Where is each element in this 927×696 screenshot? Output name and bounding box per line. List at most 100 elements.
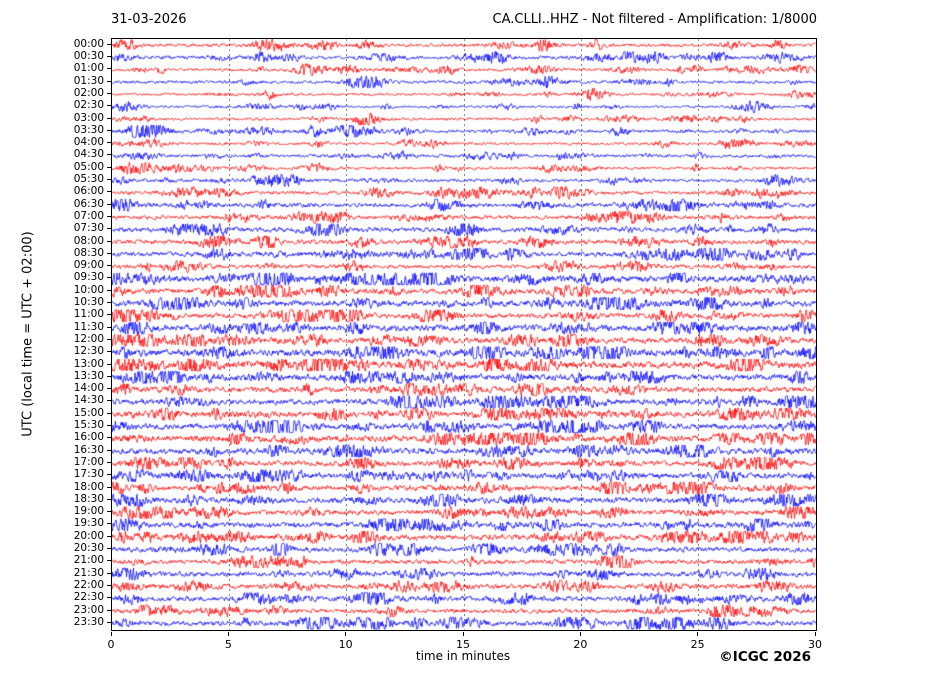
y-tick-label: 16:30	[73, 443, 104, 456]
chart-date-title: 31-03-2026	[111, 12, 187, 27]
y-tick-mark	[107, 597, 111, 599]
y-tick-label: 06:00	[73, 185, 104, 198]
y-tick-mark	[107, 289, 111, 291]
y-tick-label: 21:30	[73, 566, 104, 579]
y-tick-label: 18:00	[73, 480, 104, 493]
y-tick-label: 00:30	[73, 50, 104, 62]
x-tick-mark	[579, 632, 581, 636]
y-tick-mark	[107, 498, 111, 500]
y-tick-mark	[107, 154, 111, 156]
y-tick-mark	[107, 252, 111, 254]
y-tick-mark	[107, 265, 111, 267]
y-tick-label: 01:00	[73, 62, 104, 75]
y-tick-label: 02:30	[73, 99, 104, 112]
y-tick-mark	[107, 609, 111, 611]
y-tick-label: 13:30	[73, 369, 104, 382]
y-tick-mark	[107, 43, 111, 45]
y-tick-mark	[107, 523, 111, 525]
y-tick-mark	[107, 117, 111, 119]
y-tick-label: 12:30	[73, 345, 104, 358]
y-tick-mark	[107, 314, 111, 316]
y-tick-mark	[107, 375, 111, 377]
x-tick-mark	[697, 632, 699, 636]
y-tick-label: 16:00	[73, 431, 104, 444]
x-tick-label: 15	[456, 638, 470, 651]
y-tick-mark	[107, 215, 111, 217]
y-tick-label: 13:00	[73, 357, 104, 370]
y-tick-label: 06:30	[73, 197, 104, 210]
x-tick-mark	[110, 632, 112, 636]
x-tick-label: 25	[690, 638, 705, 651]
y-tick-label: 03:30	[73, 123, 104, 136]
y-axis-label: UTC (local time = UTC + 02:00)	[20, 231, 36, 437]
x-tick-label: 5	[224, 638, 232, 651]
y-tick-mark	[107, 277, 111, 279]
y-tick-mark	[107, 228, 111, 230]
x-tick-label: 0	[107, 638, 115, 651]
y-tick-mark	[107, 203, 111, 205]
seismogram-canvas	[112, 39, 816, 630]
y-tick-label: 15:00	[73, 406, 104, 419]
y-tick-label: 04:00	[73, 136, 104, 149]
y-tick-mark	[107, 105, 111, 107]
y-tick-label: 23:30	[73, 615, 104, 628]
x-axis-label: time in minutes	[415, 649, 511, 663]
y-tick-label: 03:00	[73, 111, 104, 124]
y-tick-label: 05:00	[73, 160, 104, 173]
y-tick-mark	[107, 437, 111, 439]
y-tick-mark	[107, 142, 111, 144]
y-tick-mark	[107, 166, 111, 168]
copyright-label: ©ICGC 2026	[719, 649, 811, 665]
y-tick-label: 20:00	[73, 529, 104, 542]
y-tick-label: 09:30	[73, 271, 104, 284]
y-tick-mark	[107, 68, 111, 70]
y-tick-label: 05:30	[73, 173, 104, 185]
y-tick-mark	[107, 351, 111, 353]
y-tick-label: 21:00	[73, 554, 104, 567]
x-tick-mark	[227, 632, 229, 636]
y-tick-mark	[107, 486, 111, 488]
y-tick-mark	[107, 302, 111, 303]
y-tick-label: 14:30	[73, 394, 104, 407]
y-tick-label: 19:30	[73, 517, 104, 530]
y-tick-mark	[107, 240, 111, 242]
x-tick-mark	[345, 632, 347, 636]
y-tick-mark	[107, 548, 111, 549]
x-tick-mark	[814, 632, 816, 636]
y-tick-mark	[107, 400, 111, 402]
y-tick-mark	[107, 80, 111, 82]
y-tick-label: 04:30	[73, 148, 104, 161]
x-tick-label: 20	[573, 638, 588, 651]
x-tick-mark	[462, 632, 464, 636]
y-tick-label: 11:00	[73, 308, 104, 321]
y-tick-mark	[107, 461, 111, 463]
y-tick-mark	[107, 425, 111, 426]
y-tick-mark	[107, 511, 111, 513]
y-tick-label: 19:00	[73, 505, 104, 518]
y-tick-mark	[107, 129, 111, 131]
y-tick-mark	[107, 572, 111, 574]
y-tick-mark	[107, 584, 111, 586]
y-tick-label: 00:00	[73, 37, 104, 50]
y-tick-mark	[107, 621, 111, 623]
y-tick-mark	[107, 92, 111, 94]
plot-area	[111, 38, 817, 631]
y-tick-label: 10:30	[73, 296, 104, 308]
y-tick-label: 10:00	[73, 283, 104, 296]
y-tick-label: 02:00	[73, 86, 104, 99]
y-tick-label: 22:00	[73, 578, 104, 591]
y-tick-label: 15:30	[73, 419, 104, 431]
y-tick-mark	[107, 535, 111, 537]
y-tick-label: 20:30	[73, 542, 104, 554]
y-tick-mark	[107, 191, 111, 193]
y-tick-label: 23:00	[73, 603, 104, 616]
y-tick-label: 18:30	[73, 492, 104, 505]
y-tick-mark	[107, 338, 111, 340]
chart-station-title: CA.CLLI..HHZ - Not filtered - Amplificat…	[492, 12, 818, 27]
y-tick-mark	[107, 179, 111, 180]
x-tick-label: 30	[808, 638, 822, 651]
y-tick-label: 17:00	[73, 455, 104, 468]
y-tick-mark	[107, 449, 111, 451]
y-tick-label: 12:00	[73, 332, 104, 345]
